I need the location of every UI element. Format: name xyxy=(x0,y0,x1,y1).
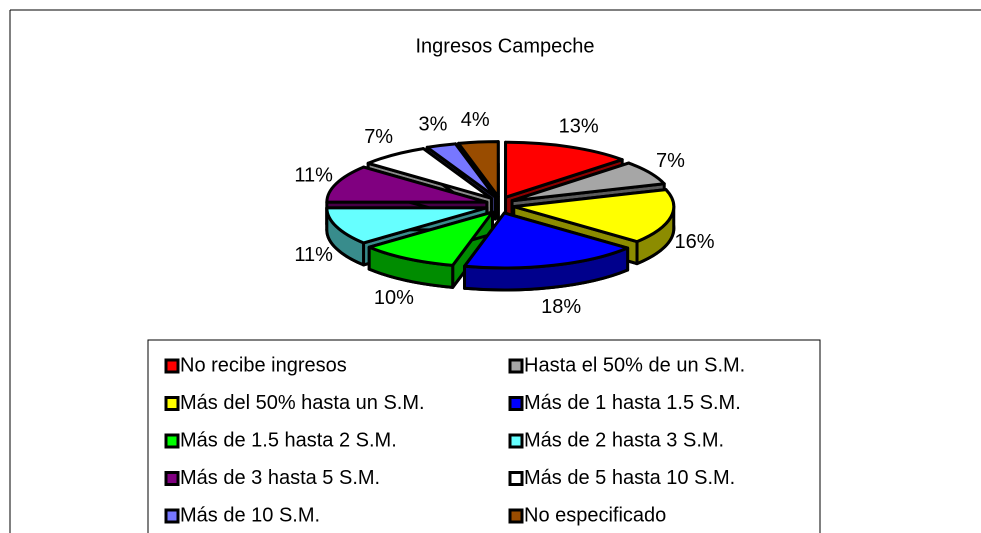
slice xyxy=(456,140,500,199)
data-label: 7% xyxy=(364,126,393,148)
legend-label: Más de 2 hasta 3 S.M. xyxy=(524,429,724,451)
slice xyxy=(510,161,666,203)
legend-swatch xyxy=(164,396,180,411)
legend-label: Más del 50% hasta un S.M. xyxy=(180,392,425,414)
slice xyxy=(325,165,489,204)
slice xyxy=(463,211,630,270)
legend-label: No especificado xyxy=(524,504,666,526)
slice xyxy=(504,140,624,199)
slice xyxy=(325,206,489,245)
data-label: 10% xyxy=(374,287,414,309)
data-label: 7% xyxy=(656,150,685,172)
legend-label: Más de 1.5 hasta 2 S.M. xyxy=(180,429,397,451)
legend-label: Más de 10 S.M. xyxy=(180,504,320,526)
slice xyxy=(425,142,497,199)
legend-label: Más de 1 hasta 1.5 S.M. xyxy=(524,392,741,414)
chart-title: Ingresos Campeche xyxy=(416,35,595,57)
pie xyxy=(325,140,676,292)
data-label: 11% xyxy=(294,164,333,186)
data-label: 4% xyxy=(461,109,490,131)
slice xyxy=(512,188,676,244)
data-label: 16% xyxy=(674,231,714,253)
legend-label: Más de 5 hasta 10 S.M. xyxy=(524,467,735,489)
slice xyxy=(366,147,493,200)
slice xyxy=(367,210,494,267)
legend-swatch xyxy=(508,358,524,374)
legend-swatch xyxy=(508,471,524,486)
data-label: 3% xyxy=(418,113,447,135)
legend-swatch xyxy=(508,396,524,411)
legend-box xyxy=(147,339,821,533)
legend-label: No recibe ingresos xyxy=(180,354,347,376)
legend-swatch xyxy=(508,433,524,449)
legend-swatch xyxy=(164,433,180,449)
data-label: 13% xyxy=(559,115,599,137)
legend-swatch xyxy=(508,508,524,524)
legend-label: Hasta el 50% de un S.M. xyxy=(524,354,745,376)
legend-swatch xyxy=(164,358,180,374)
data-label: 18% xyxy=(541,296,581,318)
data-label: 11% xyxy=(294,244,333,266)
legend-swatch xyxy=(164,471,180,486)
legend-swatch xyxy=(164,508,180,524)
legend-label: Más de 3 hasta 5 S.M. xyxy=(180,467,380,489)
